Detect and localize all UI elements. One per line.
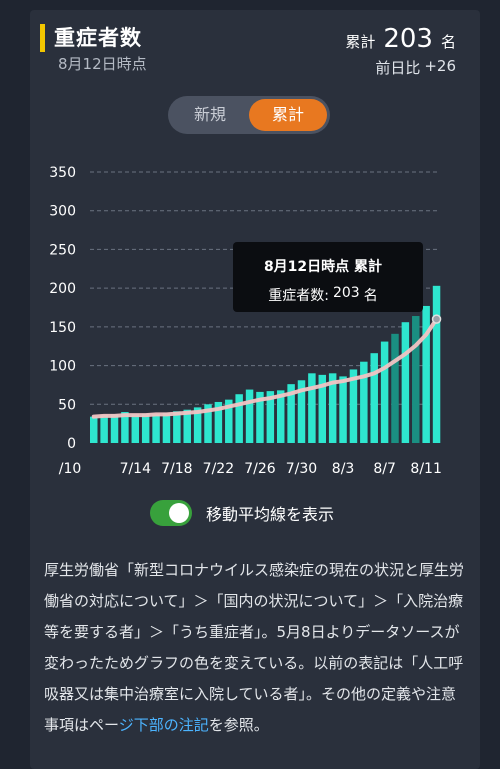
total-value: 203	[383, 24, 433, 54]
chart-tooltip: 8月12日時点 累計 重症者数: 203 名	[233, 242, 423, 312]
chart-bar	[360, 361, 368, 443]
chart-bar	[225, 399, 233, 443]
chart-bar	[422, 305, 430, 443]
y-tick-label: 200	[49, 281, 76, 297]
switch-knob	[169, 503, 189, 523]
toggle-total-button[interactable]: 累計	[249, 99, 327, 131]
y-tick-label: 50	[58, 397, 76, 413]
chart-bar	[297, 380, 306, 443]
x-tick-label: /10	[59, 461, 82, 477]
moving-average-line	[91, 317, 439, 419]
chart-bar	[214, 401, 223, 443]
view-toggle: 新規 累計	[168, 96, 330, 134]
notes-text: 厚生労働省「新型コロナウイルス感染症の現在の状況と厚生労働省の対応について」＞「…	[44, 561, 465, 734]
chart-bar	[90, 416, 98, 443]
chart-bar	[110, 414, 119, 443]
chart-bar	[370, 353, 378, 443]
tooltip-label: 重症者数:	[268, 288, 329, 304]
notes-link[interactable]: ジ下部の注記	[118, 716, 209, 734]
chart-bar	[349, 369, 358, 443]
tooltip-body: 重症者数: 203 名	[223, 285, 423, 305]
y-tick-label: 100	[49, 359, 76, 375]
chart-bar	[193, 407, 202, 443]
x-tick-label: 8/11	[410, 461, 441, 477]
chart-bar	[412, 316, 420, 443]
total-label: 累計	[345, 33, 376, 51]
y-tick-label: 250	[49, 242, 76, 258]
moving-average-label: 移動平均線を表示	[206, 505, 335, 524]
moving-average-switch[interactable]	[150, 500, 192, 526]
source-notes: 厚生労働省「新型コロナウイルス感染症の現在の状況と厚生労働省の対応について」＞「…	[44, 555, 469, 741]
chart-bar	[308, 373, 316, 443]
x-tick-label: 7/30	[286, 461, 317, 477]
chart-bar	[245, 389, 254, 443]
chart-bar	[235, 394, 243, 443]
x-tick-label: 7/18	[161, 461, 192, 477]
y-tick-label: 300	[49, 204, 76, 220]
chart-bar	[287, 384, 295, 443]
diff-summary: 前日比 +26	[375, 57, 456, 78]
diff-value: +26	[424, 57, 456, 75]
chart-bar	[131, 414, 140, 443]
chart-bar	[204, 404, 212, 443]
x-tick-label: 7/22	[203, 461, 234, 477]
chart-bar	[141, 413, 150, 443]
moving-average-point	[431, 314, 442, 324]
x-tick-label: 7/26	[244, 461, 276, 477]
x-tick-label: 8/7	[373, 461, 396, 477]
chart-bar	[391, 333, 399, 443]
chart-bar	[380, 341, 389, 443]
chart-bar	[152, 414, 160, 443]
x-tick-label: 7/14	[120, 461, 152, 477]
chart-bar	[276, 390, 285, 443]
chart-bar	[339, 376, 347, 443]
card-title: 重症者数	[54, 26, 142, 50]
chart-bar	[100, 415, 108, 443]
severe-cases-card: 重症者数 8月12日時点 累計 203 名 前日比 +26 新規 累計 0 50 1…	[30, 10, 480, 769]
title-accent-bar	[40, 24, 45, 52]
total-unit: 名	[440, 33, 456, 51]
chart-bar	[121, 412, 129, 443]
chart-bar	[266, 391, 275, 443]
toggle-new-button[interactable]: 新規	[193, 105, 226, 124]
chart-bar	[162, 412, 171, 443]
total-summary: 累計 203 名	[345, 24, 456, 54]
y-tick-label: 150	[49, 320, 76, 336]
severe-cases-chart[interactable]: 0 50 100 150 200 250 300 350/10 7/14 7/18 7/22 7/26…	[30, 155, 480, 485]
chart-bar	[401, 322, 410, 443]
notes-text-end: を参照。	[208, 716, 269, 734]
chart-bar	[432, 285, 441, 443]
chart-bar	[328, 373, 337, 443]
moving-average-row: 移動平均線を表示	[150, 500, 334, 526]
y-tick-label: 0	[67, 436, 76, 452]
chart-bar	[183, 409, 191, 443]
chart-bar	[173, 411, 181, 443]
chart-bar	[256, 391, 264, 443]
card-date: 8月12日時点	[58, 55, 147, 73]
tooltip-unit: 名	[363, 288, 378, 304]
diff-label: 前日比	[375, 59, 421, 77]
y-tick-label: 350	[49, 165, 76, 181]
chart-bar	[318, 374, 327, 443]
x-tick-label: 8/3	[332, 461, 355, 477]
tooltip-title: 8月12日時点 累計	[263, 259, 383, 275]
tooltip-value: 203	[332, 285, 360, 301]
